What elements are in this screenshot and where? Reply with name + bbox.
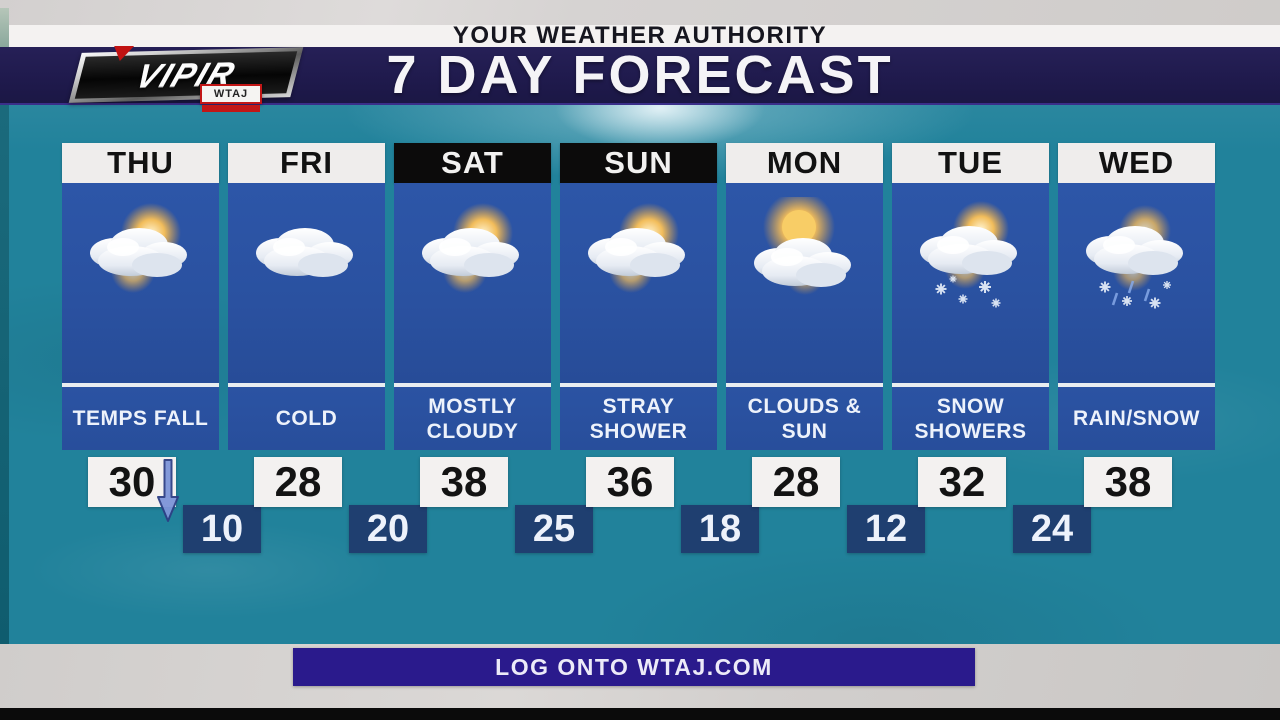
separator-line xyxy=(228,383,385,387)
day-header: TUE xyxy=(892,143,1049,183)
weather-icon-area xyxy=(726,183,883,383)
day-column-thu: THU TEMPS FALL 30 10 xyxy=(62,143,261,553)
high-temp-value: 36 xyxy=(606,458,654,505)
bottom-black-bar xyxy=(0,708,1280,720)
weather-icon-area xyxy=(560,183,717,383)
low-temp-badge: 20 xyxy=(349,505,427,553)
condition-label: TEMPS FALL xyxy=(72,407,209,430)
falling-temp-arrow-icon xyxy=(157,459,179,528)
sun-clouds-icon xyxy=(403,197,543,302)
high-temp-value: 30 xyxy=(108,458,156,505)
condition-box: CLOUDS & SUN xyxy=(726,387,883,450)
day-label: THU xyxy=(107,145,174,180)
high-temp-badge: 30 xyxy=(88,457,176,507)
separator-line xyxy=(726,383,883,387)
condition-label: MOSTLY CLOUDY xyxy=(426,394,519,443)
low-temp-badge: 18 xyxy=(681,505,759,553)
low-temp-value: 10 xyxy=(200,507,244,550)
forecast-columns: THU TEMPS FALL 30 10 FRI xyxy=(62,143,1215,553)
condition-label: RAIN/SNOW xyxy=(1073,407,1200,430)
day-label: WED xyxy=(1098,145,1175,180)
condition-label: CLOUDS & SUN xyxy=(747,394,862,443)
high-temp-value: 28 xyxy=(274,458,322,505)
weather-icon-area xyxy=(1058,183,1215,383)
low-temp-badge: 25 xyxy=(515,505,593,553)
high-temp-value: 28 xyxy=(772,458,820,505)
low-temp-badge: 10 xyxy=(183,505,261,553)
high-temp-badge: 32 xyxy=(918,457,1006,507)
day-column-sun: SUN STRAY SHOWER 36 18 xyxy=(560,143,759,553)
weather-icon-area xyxy=(228,183,385,383)
day-column-wed: WED RAIN/SNOW 38 xyxy=(1058,143,1215,507)
condition-label: COLD xyxy=(275,407,338,430)
day-label: FRI xyxy=(280,145,333,180)
footer-cta-text: LOG ONTO WTAJ.COM xyxy=(495,653,773,680)
wtaj-badge-redbar xyxy=(202,105,260,112)
authority-label: YOUR WEATHER AUTHORITY xyxy=(452,22,828,49)
sun-clouds-icon xyxy=(71,197,211,302)
low-temp-value: 20 xyxy=(366,507,410,550)
sun-clouds-icon xyxy=(569,197,709,302)
page-title: 7 DAY FORECAST xyxy=(386,45,894,105)
snow-showers-icon xyxy=(901,197,1041,322)
condition-label: SNOW SHOWERS xyxy=(914,394,1027,443)
condition-box: TEMPS FALL xyxy=(62,387,219,450)
high-temp-badge: 36 xyxy=(586,457,674,507)
low-temp-value: 18 xyxy=(698,507,742,550)
vipir-logo-slab: VIPIR xyxy=(68,47,304,103)
day-header: WED xyxy=(1058,143,1215,183)
footer-banner: LOG ONTO WTAJ.COM xyxy=(293,648,975,686)
clouds-icon xyxy=(237,197,377,302)
day-header: THU xyxy=(62,143,219,183)
low-temp-value: 12 xyxy=(864,507,908,550)
day-header: MON xyxy=(726,143,883,183)
day-label: MON xyxy=(766,145,843,180)
condition-box: MOSTLY CLOUDY xyxy=(394,387,551,450)
day-label: TUE xyxy=(938,145,1003,180)
high-temp-value: 38 xyxy=(440,458,488,505)
condition-label: STRAY SHOWER xyxy=(589,394,688,443)
sun-clouds-bright-icon xyxy=(735,191,875,302)
day-column-tue: TUE SNOW SHOWERS 32 24 xyxy=(892,143,1091,553)
wtaj-badge-label: WTAJ xyxy=(213,88,249,100)
condition-box: STRAY SHOWER xyxy=(560,387,717,450)
weather-icon-area xyxy=(62,183,219,383)
left-edge-strip-top xyxy=(0,8,9,47)
condition-box: SNOW SHOWERS xyxy=(892,387,1049,450)
separator-line xyxy=(560,383,717,387)
vipir-logo: VIPIR WTAJ xyxy=(68,46,305,116)
weather-icon-area xyxy=(892,183,1049,383)
day-header: SUN xyxy=(560,143,717,183)
low-temp-badge: 24 xyxy=(1013,505,1091,553)
separator-line xyxy=(1058,383,1215,387)
day-label: SUN xyxy=(604,145,673,180)
day-label: SAT xyxy=(441,145,504,180)
high-temp-value: 38 xyxy=(1104,458,1152,505)
left-edge-strip xyxy=(0,105,9,644)
separator-line xyxy=(394,383,551,387)
authority-band: YOUR WEATHER AUTHORITY xyxy=(0,22,1280,49)
day-header: FRI xyxy=(228,143,385,183)
day-column-fri: FRI COLD 28 20 xyxy=(228,143,427,553)
high-temp-badge: 28 xyxy=(752,457,840,507)
weather-icon-area xyxy=(394,183,551,383)
day-header: SAT xyxy=(394,143,551,183)
high-temp-value: 32 xyxy=(938,458,986,505)
top-gray-band xyxy=(0,0,1280,25)
condition-box: RAIN/SNOW xyxy=(1058,387,1215,450)
high-temp-badge: 38 xyxy=(420,457,508,507)
low-temp-value: 25 xyxy=(532,507,576,550)
low-temp-value: 24 xyxy=(1030,507,1074,550)
wtaj-station-badge: WTAJ xyxy=(200,84,262,104)
day-column-sat: SAT MOSTLY CLOUDY 38 25 xyxy=(394,143,593,553)
rain-snow-icon xyxy=(1067,197,1207,322)
condition-box: COLD xyxy=(228,387,385,450)
separator-line xyxy=(62,383,219,387)
low-temp-badge: 12 xyxy=(847,505,925,553)
high-temp-badge: 38 xyxy=(1084,457,1172,507)
day-column-mon: MON CLOUDS & SUN 28 12 xyxy=(726,143,925,553)
separator-line xyxy=(892,383,1049,387)
high-temp-badge: 28 xyxy=(254,457,342,507)
